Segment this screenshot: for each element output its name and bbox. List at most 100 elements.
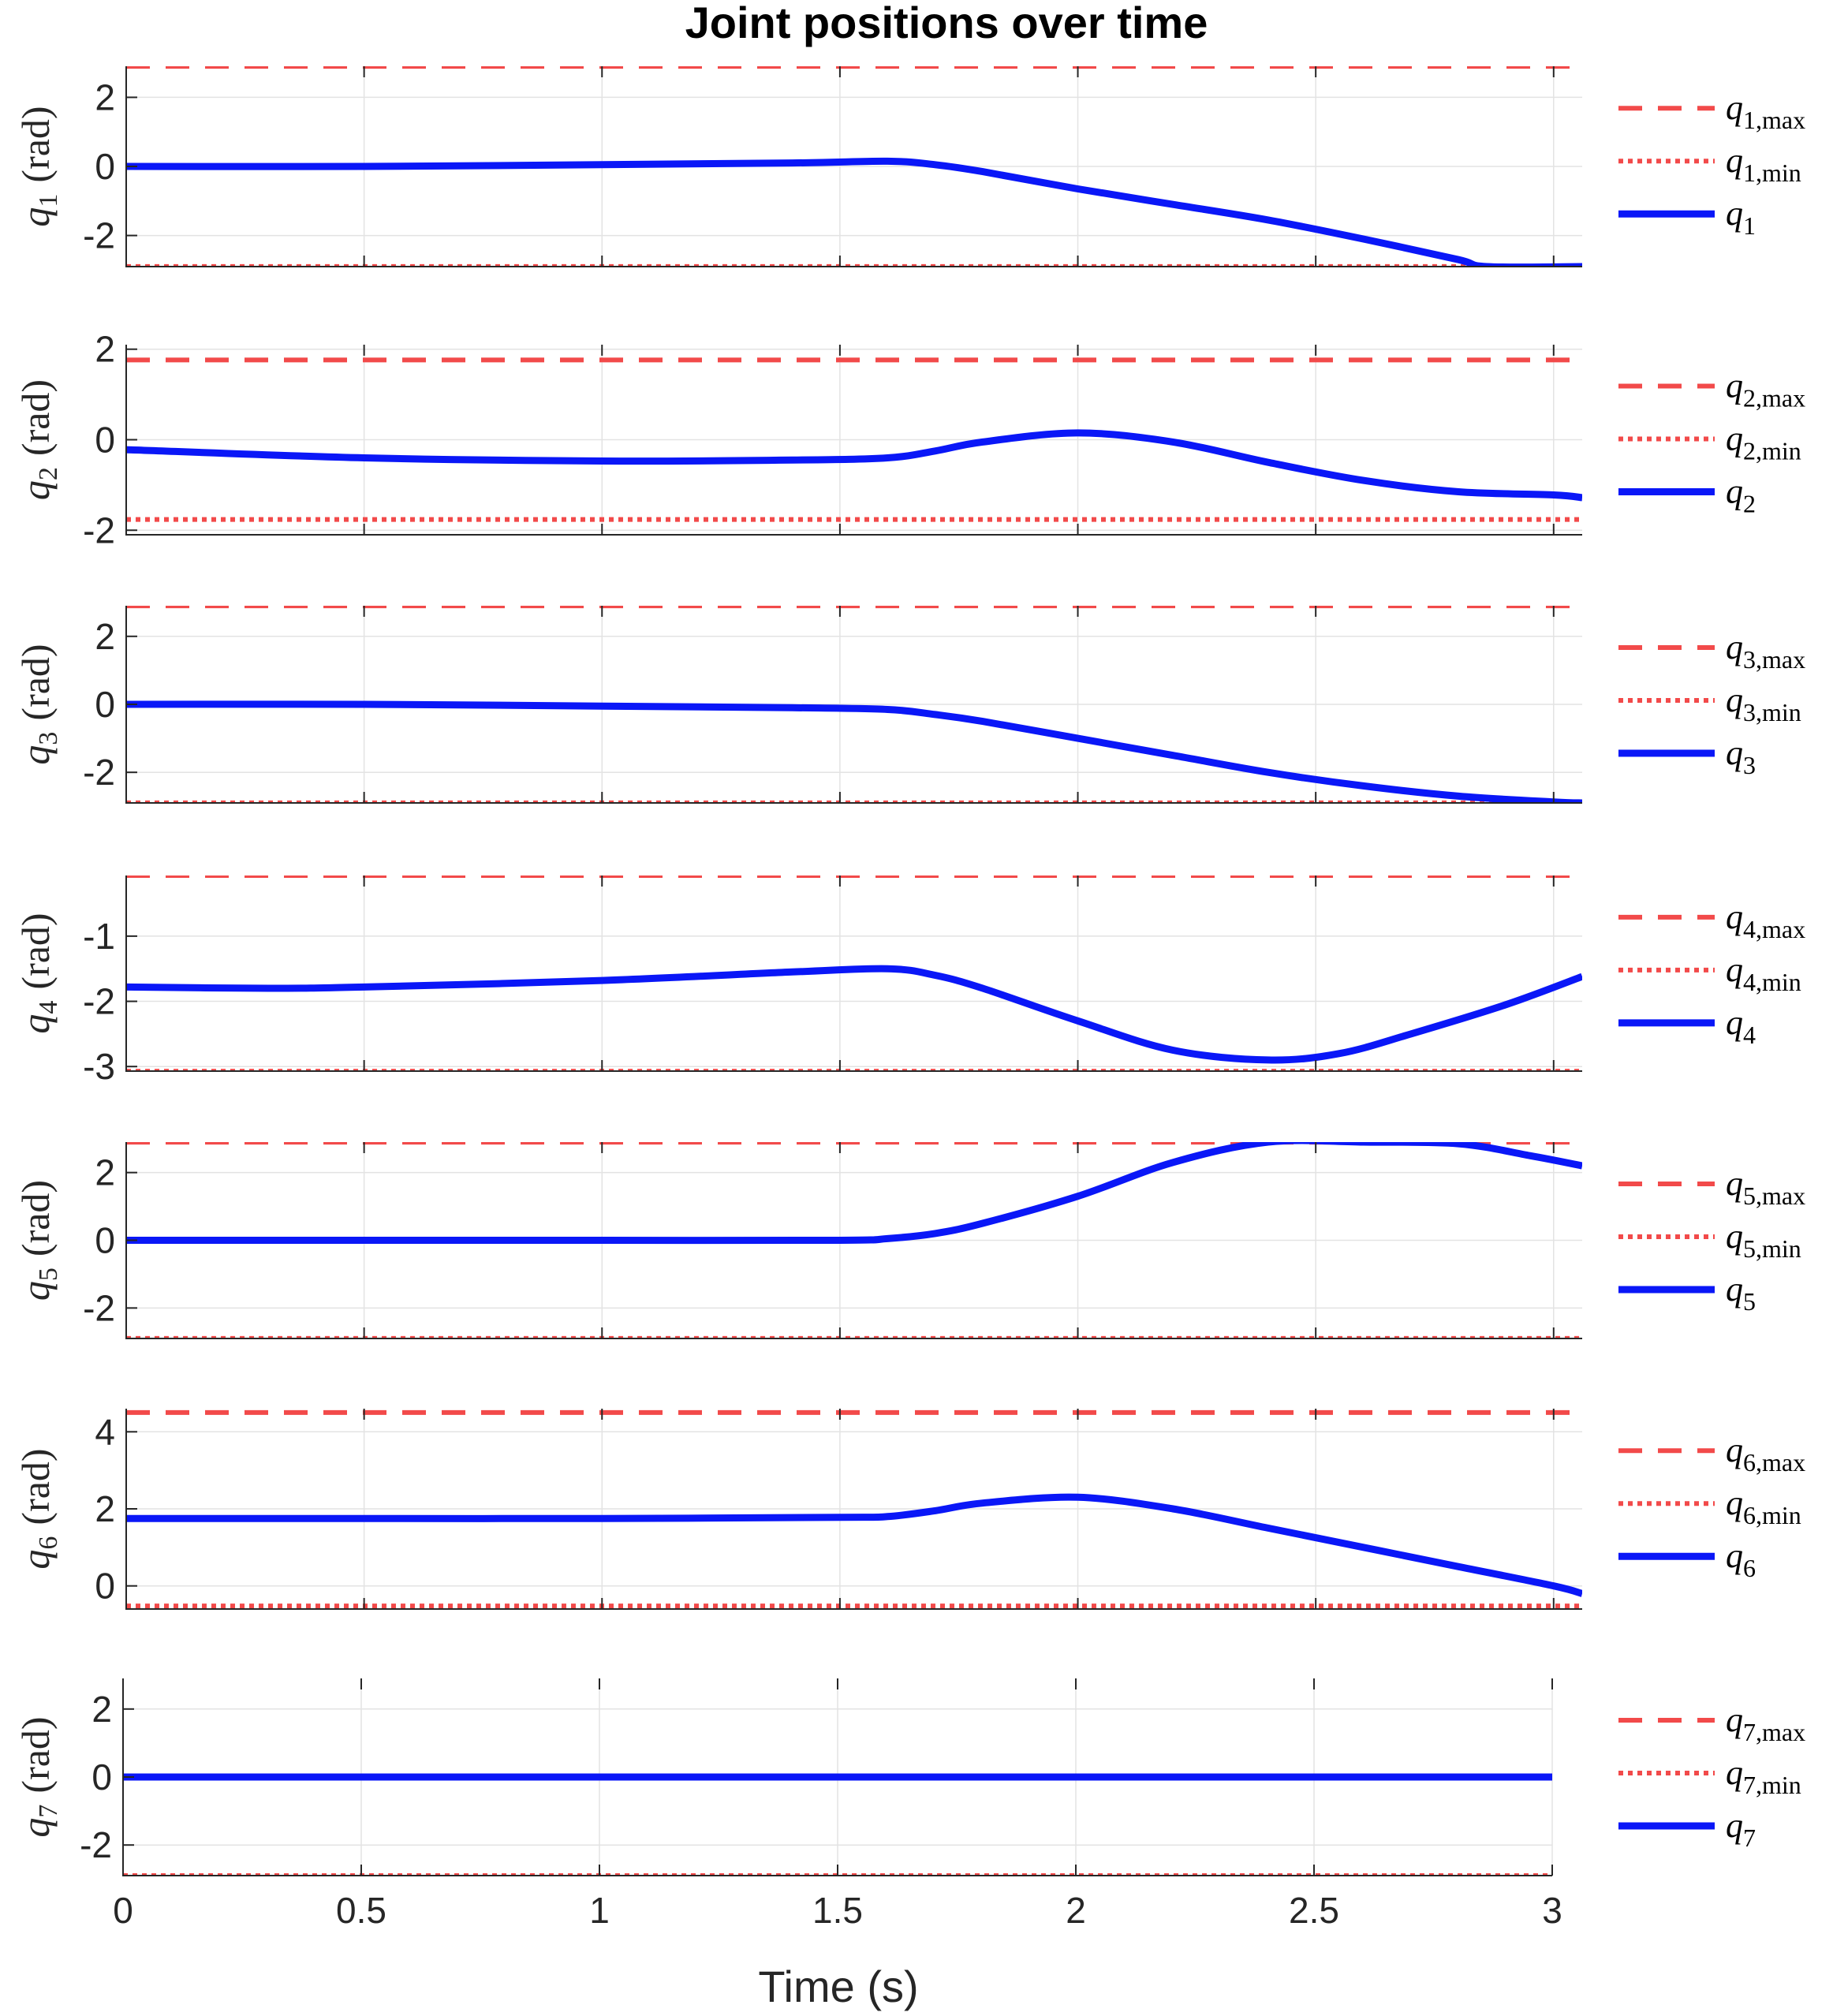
legend-subscript: 7	[1743, 1824, 1756, 1852]
y-label-unit: (rad)	[13, 1448, 58, 1525]
legend-label-max: q4,max	[1726, 898, 1805, 943]
legend-subscript: 7,min	[1743, 1771, 1801, 1799]
legend-subscript: 5,min	[1743, 1234, 1801, 1263]
legend-subscript: 6,max	[1743, 1448, 1805, 1477]
legend-variable: q	[1726, 681, 1743, 719]
legend-subscript: 1,max	[1743, 106, 1805, 134]
y-tick-label: -2	[83, 981, 115, 1022]
x-tick-label: 1	[589, 1890, 610, 1931]
y-axis-label: q4 (rad)	[13, 913, 63, 1033]
legend-label-traj: q5	[1726, 1270, 1756, 1316]
legend-subscript: 7,max	[1743, 1718, 1805, 1746]
series-line-traj-q4	[126, 965, 1582, 1064]
legend-label-max: q5,max	[1726, 1164, 1805, 1210]
series-line-traj-q1	[126, 157, 1582, 267]
y-label-unit: (rad)	[13, 379, 58, 456]
y-label-subscript: 6	[34, 1536, 63, 1550]
legend-variable: q	[1726, 734, 1743, 772]
y-label-subscript: 5	[34, 1267, 63, 1281]
legend-variable: q	[1726, 898, 1743, 936]
legend-variable: q	[1726, 366, 1743, 405]
legend-label-max: q6,max	[1726, 1431, 1805, 1477]
y-tick-label: -2	[80, 1824, 112, 1865]
y-tick-label: 2	[91, 1689, 112, 1730]
y-label-subscript: 1	[34, 194, 63, 207]
legend-variable: q	[1726, 950, 1743, 989]
series-line-traj-q2	[126, 429, 1582, 502]
legend-label-traj: q2	[1726, 472, 1756, 517]
y-label-unit: (rad)	[13, 913, 58, 989]
y-tick-label: 0	[95, 420, 115, 461]
legend-label-min: q7,min	[1726, 1753, 1801, 1799]
legend-subscript: 1	[1743, 211, 1756, 240]
legend-variable: q	[1726, 88, 1743, 127]
x-tick-label: 2	[1066, 1890, 1086, 1931]
legend-variable: q	[1726, 141, 1743, 180]
legend-label-min: q1,min	[1726, 141, 1801, 187]
legend-subscript: 3,min	[1743, 698, 1801, 726]
legend-variable: q	[1726, 1753, 1743, 1792]
y-label-variable: q	[13, 1281, 58, 1301]
y-axis-label: q5 (rad)	[13, 1180, 63, 1301]
y-label-variable: q	[13, 1818, 58, 1838]
legend-subscript: 2,max	[1743, 383, 1805, 412]
y-tick-label: -2	[83, 1287, 115, 1328]
y-axis-label: q7 (rad)	[13, 1716, 63, 1837]
y-tick-label: 2	[95, 1152, 115, 1193]
axis-frame	[125, 875, 1582, 1072]
legend-label-traj: q7	[1726, 1806, 1756, 1852]
y-label-unit: (rad)	[13, 644, 58, 720]
legend-subscript: 6	[1743, 1554, 1756, 1582]
y-axis-label: q3 (rad)	[13, 644, 63, 764]
legend-label-traj: q3	[1726, 734, 1756, 779]
legend-subscript: 3,max	[1743, 645, 1805, 674]
legend-subscript: 4,min	[1743, 968, 1801, 996]
legend-subscript: 2	[1743, 489, 1756, 517]
y-label-subscript: 2	[34, 467, 63, 480]
x-tick-label: 3	[1542, 1890, 1562, 1931]
subplot-5: -2 0 2 q5(rad) q5,max q 5,min q5	[13, 1142, 1805, 1339]
legend-label-min: q3,min	[1726, 681, 1801, 726]
legend-label-max: q3,max	[1726, 628, 1805, 674]
legend-label-traj: q4	[1726, 1003, 1756, 1049]
legend-label-min: q6,min	[1726, 1484, 1801, 1529]
y-label-variable: q	[13, 207, 58, 227]
legend-label-min: q4,min	[1726, 950, 1801, 996]
y-tick-label: -2	[83, 752, 115, 793]
y-tick-label: 4	[95, 1411, 115, 1452]
y-label-unit: (rad)	[13, 1716, 58, 1793]
legend-variable: q	[1726, 628, 1743, 666]
legend-label-traj: q1	[1726, 194, 1756, 240]
y-tick-label: 0	[95, 1220, 115, 1261]
y-tick-label: -3	[83, 1046, 115, 1087]
series-line-traj-q5	[126, 1142, 1582, 1245]
x-tick-label: 1.5	[812, 1890, 863, 1931]
legend-subscript: 4	[1743, 1021, 1756, 1049]
legend-variable: q	[1726, 419, 1743, 457]
y-tick-label: 0	[91, 1757, 112, 1798]
legend-variable: q	[1726, 1806, 1743, 1845]
y-tick-label: 2	[95, 77, 115, 118]
legend-label-max: q7,max	[1726, 1701, 1805, 1746]
y-tick-label: -2	[83, 510, 115, 551]
y-tick-label: 0	[95, 1566, 115, 1607]
legend-variable: q	[1726, 472, 1743, 510]
legend-variable: q	[1726, 1701, 1743, 1739]
y-tick-label: -2	[83, 215, 115, 256]
y-label-subscript: 4	[34, 1001, 63, 1014]
y-label-subscript: 3	[34, 732, 63, 745]
legend-label-traj: q6	[1726, 1536, 1756, 1582]
y-tick-label: 0	[95, 146, 115, 187]
y-tick-label: -1	[83, 916, 115, 957]
x-tick-label: 2.5	[1289, 1890, 1339, 1931]
chart-title: Joint positions over time	[685, 0, 1208, 47]
y-label-unit: (rad)	[13, 106, 58, 182]
